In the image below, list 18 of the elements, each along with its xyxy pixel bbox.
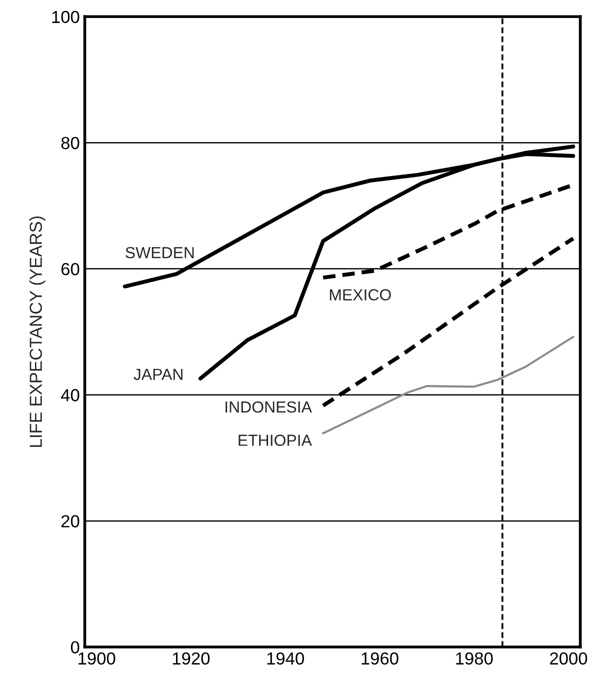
x-tick-label: 1900 [78, 652, 116, 665]
x-tick-label: 1980 [456, 652, 493, 665]
series-label: JAPAN [134, 368, 182, 380]
series-label: SWEDEN [126, 246, 194, 258]
y-tick-label: 100 [52, 10, 80, 24]
x-tick-label: 1920 [172, 652, 210, 665]
y-axis-title: LIFE EXPECTANCY (YEARS) [29, 216, 46, 447]
y-tick-label: 0 [70, 641, 80, 654]
series-label: ETHIOPIA [238, 434, 312, 446]
y-tick-label: 60 [61, 262, 80, 276]
series-label: INDONESIA [226, 401, 312, 413]
y-tick-label: 80 [61, 136, 80, 150]
y-tick-label: 40 [61, 389, 80, 402]
series-label: MEXICO [330, 289, 391, 300]
x-tick-label: 1940 [267, 652, 304, 665]
x-tick-label: 2000 [550, 652, 588, 665]
y-tick-label: 20 [61, 515, 80, 528]
x-tick-label: 1960 [362, 652, 398, 665]
